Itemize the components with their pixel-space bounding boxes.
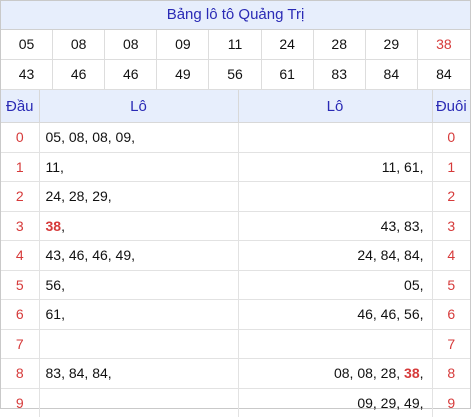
number-cell: 43 (1, 60, 53, 90)
header-lo-left: Lô (39, 90, 238, 123)
number-cell: 84 (366, 60, 418, 90)
lo-left-cell: 43, 46, 46, 49, (39, 241, 238, 271)
number-cell: 56 (209, 60, 261, 90)
number-cell: 29 (366, 30, 418, 60)
table-header-row: Đầu Lô Lô Đuôi (1, 90, 470, 123)
number-list: 24, 28, 29, (46, 188, 112, 204)
lo-right-cell: 08, 08, 28, 38, (238, 359, 432, 389)
number-list: , (420, 365, 424, 381)
duoi-cell: 1 (432, 152, 470, 182)
dau-cell: 5 (1, 270, 39, 300)
number-cell: 61 (262, 60, 314, 90)
lo-left-cell (39, 388, 238, 417)
lo-left-cell: 38, (39, 211, 238, 241)
number-list: 09, 29, 49, (357, 395, 423, 411)
number-cell: 11 (209, 30, 261, 60)
lo-right-cell: 43, 83, (238, 211, 432, 241)
number-cell: 49 (157, 60, 209, 90)
number-cell: 08 (105, 30, 157, 60)
number-cell: 08 (53, 30, 105, 60)
lo-left-cell: 61, (39, 300, 238, 330)
number-list: 05, (404, 277, 423, 293)
duoi-cell: 2 (432, 182, 470, 212)
number-list: 11, 61, (382, 159, 424, 175)
number-cell: 46 (105, 60, 157, 90)
dau-cell: 8 (1, 359, 39, 389)
lo-right-cell: 09, 29, 49, (238, 388, 432, 417)
number-cell: 28 (314, 30, 366, 60)
lo-left-cell: 11, (39, 152, 238, 182)
lo-right-cell: 11, 61, (238, 152, 432, 182)
lo-left-cell: 83, 84, 84, (39, 359, 238, 389)
lo-right-cell: 24, 84, 84, (238, 241, 432, 271)
duoi-cell: 7 (432, 329, 470, 359)
duoi-cell: 4 (432, 241, 470, 271)
header-duoi: Đuôi (432, 90, 470, 123)
number-list: 11, (46, 159, 64, 175)
dau-cell: 4 (1, 241, 39, 271)
table-row: 0 05, 08, 08, 09, 0 (1, 123, 470, 153)
duoi-cell: 8 (432, 359, 470, 389)
number-list: 08, 08, 28, (334, 365, 404, 381)
number-list: , (61, 218, 65, 234)
number-cell: 46 (53, 60, 105, 90)
dau-cell: 2 (1, 182, 39, 212)
lo-left-cell (39, 329, 238, 359)
number-cell: 83 (314, 60, 366, 90)
dau-cell: 0 (1, 123, 39, 153)
lo-left-cell: 05, 08, 08, 09, (39, 123, 238, 153)
lo-right-cell (238, 182, 432, 212)
number-cell: 05 (1, 30, 53, 60)
lo-left-cell: 56, (39, 270, 238, 300)
board-title: Bảng lô tô Quảng Trị (1, 1, 470, 30)
dau-cell: 6 (1, 300, 39, 330)
number-cell: 38 (418, 30, 470, 60)
lo-left-cell: 24, 28, 29, (39, 182, 238, 212)
duoi-cell: 3 (432, 211, 470, 241)
dau-cell: 7 (1, 329, 39, 359)
table-row: 1 11, 11, 61, 1 (1, 152, 470, 182)
number-list: 61, (46, 306, 65, 322)
highlight-number: 38 (404, 365, 420, 381)
dau-cell: 1 (1, 152, 39, 182)
table-row: 6 61, 46, 46, 56, 6 (1, 300, 470, 330)
lo-right-cell (238, 329, 432, 359)
number-list: 43, 83, (381, 218, 424, 234)
number-cell: 09 (157, 30, 209, 60)
lo-right-cell: 05, (238, 270, 432, 300)
header-lo-right: Lô (238, 90, 432, 123)
duoi-cell: 0 (432, 123, 470, 153)
number-list: 43, 46, 46, 49, (46, 247, 136, 263)
table-row: 4 43, 46, 46, 49, 24, 84, 84, 4 (1, 241, 470, 271)
highlight-number: 38 (46, 218, 62, 234)
lo-right-cell: 46, 46, 56, (238, 300, 432, 330)
table-row: 2 24, 28, 29, 2 (1, 182, 470, 212)
number-list: 83, 84, 84, (46, 365, 112, 381)
table-row: 5 56, 05, 5 (1, 270, 470, 300)
number-list: 05, 08, 08, 09, (46, 129, 136, 145)
duoi-cell: 9 (432, 388, 470, 417)
number-cell: 24 (262, 30, 314, 60)
header-dau: Đầu (1, 90, 39, 123)
number-cell: 84 (418, 60, 470, 90)
dau-cell: 9 (1, 388, 39, 417)
duoi-cell: 5 (432, 270, 470, 300)
dau-cell: 3 (1, 211, 39, 241)
lo-right-cell (238, 123, 432, 153)
number-list: 46, 46, 56, (357, 306, 423, 322)
number-list: 56, (46, 277, 65, 293)
table-row: 9 09, 29, 49, 9 (1, 388, 470, 417)
number-list: 24, 84, 84, (357, 247, 423, 263)
duoi-cell: 6 (432, 300, 470, 330)
